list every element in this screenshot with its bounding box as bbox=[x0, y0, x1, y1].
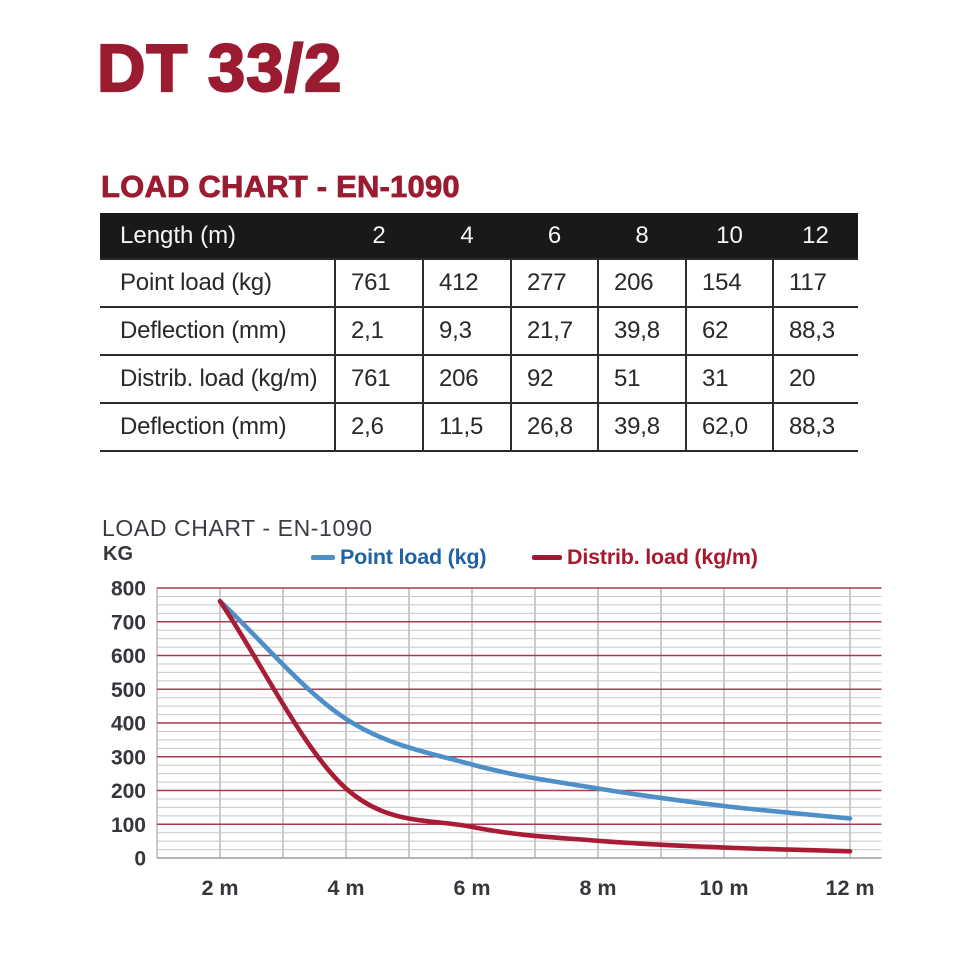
y-tick-label: 800 bbox=[111, 578, 146, 601]
y-tick-label: 700 bbox=[111, 611, 146, 634]
value-cell: 206 bbox=[422, 354, 511, 403]
y-tick-label: 500 bbox=[111, 679, 146, 702]
value-cell: 2,1 bbox=[334, 306, 423, 355]
header-cell-2: 2 bbox=[335, 213, 423, 259]
legend-item-distrib-load: Distrib. load (kg/m) bbox=[532, 545, 758, 570]
table-row: Point load (kg) 761 412 277 206 154 117 bbox=[100, 258, 858, 307]
row-label-cell: Point load (kg) bbox=[100, 258, 335, 307]
value-cell: 39,8 bbox=[597, 306, 686, 355]
header-cell-10: 10 bbox=[686, 213, 773, 259]
load-chart: 0 100 200 300 400 500 600 700 800 2 m 4 m 6 m 8 m 10 … bbox=[0, 574, 970, 914]
value-cell: 761 bbox=[334, 258, 423, 307]
value-cell: 412 bbox=[422, 258, 511, 307]
load-table: Length (m) 2 4 6 8 10 12 Point load (kg) 761 412… bbox=[100, 213, 858, 452]
legend-item-point-load: Point load (kg) bbox=[311, 545, 486, 570]
x-tick-label: 12 m bbox=[825, 876, 874, 900]
value-cell: 21,7 bbox=[510, 306, 598, 355]
header-cell-length: Length (m) bbox=[100, 213, 335, 259]
value-cell: 154 bbox=[685, 258, 773, 307]
value-cell: 92 bbox=[510, 354, 598, 403]
distrib-load-line-swatch-icon bbox=[532, 555, 562, 560]
y-tick-label: 300 bbox=[111, 746, 146, 769]
header-cell-8: 8 bbox=[598, 213, 686, 259]
table-body: Point load (kg) 761 412 277 206 154 117 Deflect… bbox=[100, 258, 858, 452]
value-cell: 117 bbox=[772, 258, 858, 307]
value-cell: 62 bbox=[685, 306, 773, 355]
header-cell-12: 12 bbox=[773, 213, 858, 259]
load-chart-svg: 0 100 200 300 400 500 600 700 800 2 m 4 m 6 m 8 m 10 … bbox=[111, 578, 882, 900]
table-row: Distrib. load (kg/m) 761 206 92 51 31 20 bbox=[100, 354, 858, 403]
series-line-distrib-load bbox=[217, 598, 853, 854]
page-title: DT 33/2 bbox=[96, 30, 343, 107]
value-cell: 88,3 bbox=[772, 402, 858, 452]
row-label-cell: Deflection (mm) bbox=[100, 306, 335, 355]
y-tick-label: 100 bbox=[111, 814, 146, 837]
value-cell: 51 bbox=[597, 354, 686, 403]
x-tick-label: 2 m bbox=[201, 876, 238, 900]
x-tick-label: 6 m bbox=[453, 876, 490, 900]
header-cell-6: 6 bbox=[511, 213, 598, 259]
row-label-cell: Distrib. load (kg/m) bbox=[100, 354, 335, 403]
value-cell: 206 bbox=[597, 258, 686, 307]
table-row: Deflection (mm) 2,6 11,5 26,8 39,8 62,0 88,3 bbox=[100, 402, 858, 452]
value-cell: 277 bbox=[510, 258, 598, 307]
value-cell: 26,8 bbox=[510, 402, 598, 452]
value-cell: 20 bbox=[772, 354, 858, 403]
y-tick-label: 600 bbox=[111, 645, 146, 668]
value-cell: 31 bbox=[685, 354, 773, 403]
x-tick-label: 4 m bbox=[327, 876, 364, 900]
value-cell: 761 bbox=[334, 354, 423, 403]
y-tick-label: 200 bbox=[111, 780, 146, 803]
legend-label-distrib-load: Distrib. load (kg/m) bbox=[567, 545, 758, 569]
row-label-cell: Deflection (mm) bbox=[100, 402, 335, 452]
chart-title: LOAD CHART - EN-1090 bbox=[102, 515, 373, 541]
y-tick-label: 0 bbox=[134, 848, 146, 871]
value-cell: 88,3 bbox=[772, 306, 858, 355]
x-tick-label: 8 m bbox=[579, 876, 616, 900]
value-cell: 2,6 bbox=[334, 402, 423, 452]
point-load-line-swatch-icon bbox=[311, 555, 335, 560]
legend-label-point-load: Point load (kg) bbox=[340, 545, 487, 569]
y-tick-label: 400 bbox=[111, 713, 146, 736]
header-cell-4: 4 bbox=[423, 213, 511, 259]
table-section-heading: LOAD CHART - EN-1090 bbox=[101, 169, 460, 205]
value-cell: 62,0 bbox=[685, 402, 773, 452]
value-cell: 39,8 bbox=[597, 402, 686, 452]
table-header-row: Length (m) 2 4 6 8 10 12 bbox=[100, 213, 858, 259]
value-cell: 11,5 bbox=[422, 402, 511, 452]
y-axis-unit-label: KG bbox=[103, 543, 133, 565]
table-row: Deflection (mm) 2,1 9,3 21,7 39,8 62 88,3 bbox=[100, 306, 858, 355]
value-cell: 9,3 bbox=[422, 306, 511, 355]
series-line-point-load bbox=[217, 598, 853, 821]
x-tick-label: 10 m bbox=[699, 876, 748, 900]
